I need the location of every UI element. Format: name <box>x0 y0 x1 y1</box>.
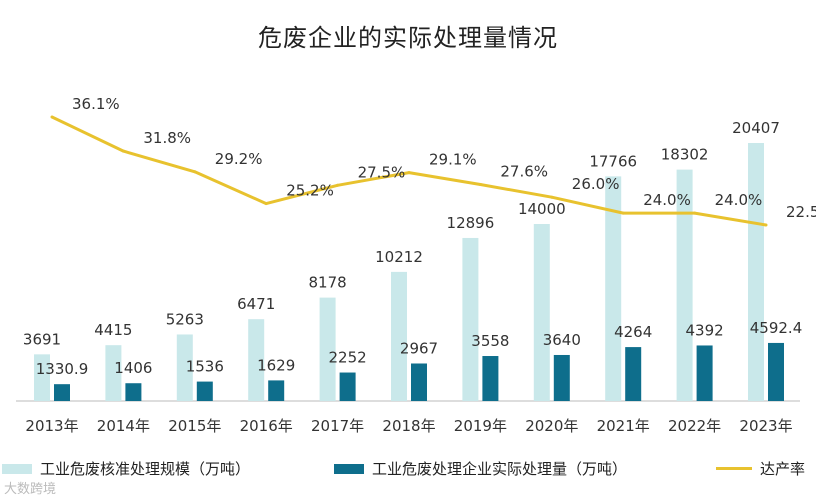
data-label-actual: 2967 <box>400 339 438 357</box>
legend-swatch-actual <box>334 463 364 474</box>
x-tick-label: 2017年 <box>311 417 364 435</box>
data-label-rate: 25.2% <box>286 182 334 200</box>
bar-capacity <box>748 143 764 401</box>
bar-actual <box>553 354 570 401</box>
bar-capacity <box>605 176 622 401</box>
bar-capacity <box>176 334 193 401</box>
x-tick-label: 2020年 <box>525 417 578 435</box>
legend-item-actual: 工业危废处理企业实际处理量（万吨） <box>334 458 627 479</box>
data-label-actual: 3640 <box>543 331 581 349</box>
data-label-capacity: 8178 <box>309 274 347 292</box>
bar-actual <box>125 383 142 401</box>
bar-capacity <box>533 224 550 401</box>
point-rate <box>550 195 554 199</box>
point-rate <box>336 183 340 187</box>
data-label-rate: 36.1% <box>72 95 120 113</box>
point-rate <box>478 183 482 186</box>
point-rate <box>693 211 697 215</box>
data-label-rate: 27.6% <box>500 163 548 181</box>
bar-actual <box>268 380 285 401</box>
data-label-capacity: 4415 <box>94 321 132 339</box>
data-label-capacity: 3691 <box>23 330 61 348</box>
point-rate <box>407 171 411 175</box>
point-rate <box>50 115 54 119</box>
combo-chart: 3691 1330.9 2013年 4415 1406 2014年 5263 1536 2015… <box>16 95 816 435</box>
watermark-logo: 大数跨境 <box>4 482 57 497</box>
data-label-rate: 26.0% <box>572 175 620 193</box>
bar-capacity <box>676 169 693 401</box>
point-rate <box>621 211 625 215</box>
bar-capacity <box>248 319 265 401</box>
data-label-actual: 1536 <box>186 358 224 376</box>
bar-capacity <box>462 237 479 401</box>
chart-title: 危废企业的实际处理量情况 <box>258 24 558 52</box>
x-tick-label: 2019年 <box>454 417 507 435</box>
data-label-rate: 24.0% <box>643 191 691 209</box>
data-label-actual: 4592.4 <box>750 319 803 337</box>
data-label-actual: 2252 <box>329 349 367 367</box>
bar-actual <box>482 356 499 401</box>
x-tick-label: 2014年 <box>97 417 150 435</box>
data-label-rate: 29.2% <box>215 150 263 168</box>
bar-capacity <box>319 297 336 401</box>
bar-actual <box>339 372 356 401</box>
bar-actual <box>54 384 70 401</box>
data-label-actual: 3558 <box>471 332 509 350</box>
x-tick-label: 2015年 <box>168 417 221 435</box>
legend-label-capacity: 工业危废核准处理规模（万吨） <box>40 460 251 478</box>
data-label-capacity: 12896 <box>447 214 495 232</box>
legend-swatch-rate <box>716 467 752 470</box>
bar-actual <box>411 363 427 401</box>
x-tick-label: 2016年 <box>240 417 293 435</box>
x-tick-label: 2018年 <box>382 417 435 435</box>
data-label-actual: 4392 <box>686 321 724 339</box>
bar-actual <box>625 347 642 401</box>
data-label-rate: 24.0% <box>715 191 763 209</box>
point-rate <box>193 170 197 174</box>
bar-capacity <box>105 345 122 401</box>
bar-capacity <box>34 354 50 401</box>
point-rate <box>764 223 768 227</box>
legend: 工业危废核准处理规模（万吨） 工业危废处理企业实际处理量（万吨） 达产率 <box>0 458 816 482</box>
legend-label-rate: 达产率 <box>760 460 806 478</box>
data-label-actual: 1629 <box>257 356 295 374</box>
legend-swatch-capacity <box>2 463 32 474</box>
x-tick-label: 2013年 <box>25 417 78 435</box>
bar-actual <box>696 345 713 401</box>
data-label-capacity: 17766 <box>589 152 637 170</box>
point-rate <box>264 202 268 206</box>
x-tick-label: 2023年 <box>739 417 792 435</box>
legend-label-actual: 工业危废处理企业实际处理量（万吨） <box>372 460 628 478</box>
data-label-capacity: 6471 <box>237 295 275 313</box>
data-label-actual: 4264 <box>614 323 652 341</box>
x-tick-label: 2021年 <box>597 417 650 435</box>
data-label-capacity: 20407 <box>732 119 780 137</box>
bar-actual <box>196 381 213 401</box>
bar-actual <box>768 342 784 401</box>
data-label-rate: 29.1% <box>429 151 477 169</box>
data-label-capacity: 18302 <box>661 146 709 164</box>
data-label-rate: 31.8% <box>143 129 191 147</box>
data-label-capacity: 10212 <box>375 248 423 266</box>
data-label-actual: 1330.9 <box>36 360 89 378</box>
data-label-rate: 22.5% <box>786 203 816 221</box>
x-tick-label: 2022年 <box>668 417 721 435</box>
data-label-capacity: 14000 <box>518 200 566 218</box>
data-label-capacity: 5263 <box>166 310 204 328</box>
bar-capacity <box>391 271 407 401</box>
data-label-rate: 27.5% <box>358 163 406 181</box>
legend-item-capacity: 工业危废核准处理规模（万吨） <box>2 458 250 479</box>
legend-item-rate: 达产率 <box>716 458 805 479</box>
data-label-actual: 1406 <box>114 359 152 377</box>
point-rate <box>121 149 125 153</box>
